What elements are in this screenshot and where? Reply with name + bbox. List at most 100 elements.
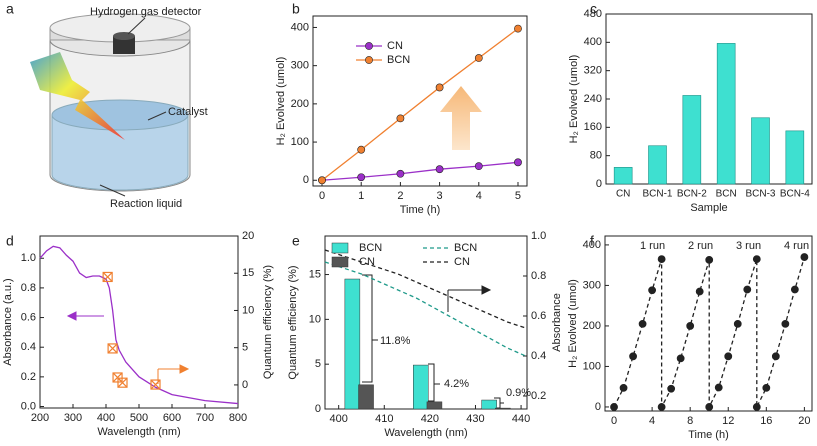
data-point (790, 285, 799, 294)
x-axis-label: Wavelength (nm) (384, 427, 467, 439)
x-tick-label: BCN-4 (780, 189, 810, 200)
x-tick-label: 16 (760, 415, 772, 427)
data-point (705, 256, 714, 264)
marker-cross (102, 272, 113, 282)
plot-frame (605, 13, 813, 185)
data-point (705, 403, 714, 411)
data-point (752, 403, 761, 411)
data-point (514, 158, 522, 167)
series-line (324, 249, 526, 329)
light-beam (30, 52, 125, 140)
y-tick-label: 0 (596, 178, 602, 190)
pointer (127, 17, 146, 35)
x-tick-label: 4 (649, 415, 655, 427)
y-tick-label: 0 (303, 174, 309, 186)
data-point (474, 54, 483, 62)
legend-label: BCN (387, 54, 410, 66)
series-line (613, 256, 806, 408)
annotation: 4 run (784, 240, 809, 252)
bar (648, 145, 667, 185)
legend-label: CN (359, 256, 375, 268)
data-point (714, 383, 723, 392)
y-tick-label: 160 (584, 121, 602, 133)
x-tick-label: 600 (163, 412, 181, 424)
y-tick-label: 0.8 (21, 282, 36, 294)
data-point (762, 384, 771, 392)
bar (358, 384, 374, 410)
x-tick-label: 3 (437, 190, 443, 202)
data-point (619, 384, 628, 392)
legend-label: CN (387, 40, 403, 52)
x-tick-label: 5 (515, 190, 521, 202)
series-line (321, 28, 519, 181)
y-tick-label: 0 (315, 403, 321, 415)
pointer (147, 111, 167, 121)
data-point (514, 24, 522, 33)
x-tick-label: 200 (31, 412, 49, 424)
y-tick-label: 320 (584, 65, 602, 77)
y2-tick-label: 20 (242, 230, 254, 242)
x-tick-label: BCN (716, 189, 737, 200)
data-point (102, 271, 113, 283)
y-tick-label: 0.0 (21, 400, 36, 412)
plot-frame (39, 235, 239, 409)
bar (785, 130, 805, 185)
x-tick-label: 800 (229, 412, 247, 424)
data-point (474, 162, 483, 171)
x-tick-label: 700 (196, 412, 214, 424)
y2-tick-label: 10 (242, 304, 254, 316)
y2-tick-label: 0.6 (531, 310, 546, 322)
annotation: 0.9% (506, 387, 531, 399)
y2-tick-label: 5 (242, 342, 248, 354)
difference-bracket (362, 274, 504, 409)
panel-label: f (590, 233, 594, 249)
detector-top (113, 32, 135, 40)
x-axis-label: Time (h) (688, 429, 729, 441)
data-point (107, 343, 118, 354)
data-point (676, 354, 685, 363)
y-tick-label: 0 (595, 401, 601, 413)
annotation: 4.2% (444, 378, 469, 390)
y2-tick-label: 1.0 (531, 230, 546, 242)
plot-frame (604, 235, 813, 412)
data-point (365, 42, 373, 50)
x-axis-label: Sample (690, 202, 727, 214)
data-point (365, 56, 373, 64)
y-tick-label: 10 (309, 313, 321, 325)
x-axis-label: Wavelength (nm) (97, 426, 180, 438)
y-tick-label: 1.0 (21, 252, 36, 264)
series-line (39, 245, 239, 405)
panel-label: c (590, 1, 597, 17)
data-point (435, 83, 444, 92)
legend-label: BCN (454, 242, 477, 254)
x-tick-label: 8 (687, 415, 693, 427)
x-axis-label: Time (h) (400, 204, 441, 216)
data-point (686, 322, 695, 330)
annotation: 3 run (736, 240, 761, 252)
data-point (396, 169, 405, 178)
data-point (150, 379, 161, 390)
y2-tick-label: 0.2 (531, 390, 546, 402)
y-axis-label: H₂ Evolved (umol) (567, 279, 579, 368)
x-tick-label: 400 (329, 413, 347, 425)
data-point (357, 173, 366, 182)
y2-tick-label: 0 (242, 379, 248, 391)
data-point (648, 286, 657, 295)
data-point (743, 285, 752, 294)
data-point (629, 352, 637, 361)
y-tick-label: 300 (583, 279, 601, 291)
plot-frame (312, 15, 528, 187)
panel-label: b (292, 1, 300, 17)
x-tick-label: 20 (798, 415, 810, 427)
x-tick-label: 0 (319, 190, 325, 202)
bar (426, 401, 443, 410)
x-tick-label: CN (616, 189, 630, 200)
y-tick-label: 480 (584, 8, 602, 20)
bar (716, 43, 736, 185)
legend-swatch (331, 242, 349, 254)
y-axis-label: H₂ Evolved (umol) (568, 55, 580, 144)
legend-label: BCN (359, 242, 382, 254)
data-point (781, 320, 790, 328)
data-point (657, 403, 666, 411)
y-tick-label: 400 (584, 36, 602, 48)
